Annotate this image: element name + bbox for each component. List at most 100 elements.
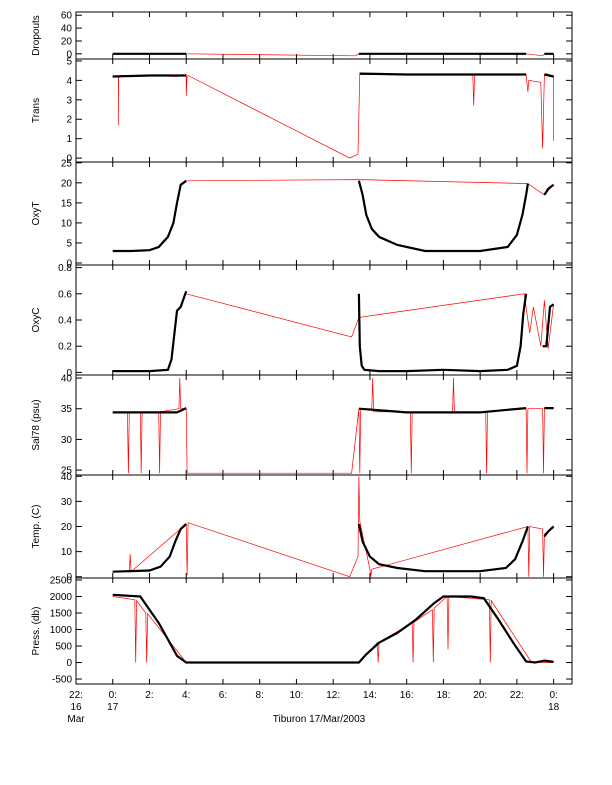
y-tick-label: 500 <box>55 642 72 653</box>
y-tick-label: 5 <box>66 56 72 67</box>
x-tick-label: 14: <box>363 690 377 701</box>
y-tick-label: 0.4 <box>58 316 72 327</box>
raw-trace <box>112 72 554 159</box>
filtered-trace <box>112 290 555 373</box>
y-tick-label: 2500 <box>50 575 73 586</box>
y-axis-label: OxyT <box>31 202 42 226</box>
x-tick-label: 4: <box>182 690 190 701</box>
x-tick-label-line: 8: <box>256 690 264 701</box>
x-tick-label: 0:18 <box>548 690 560 713</box>
chart-panels: 0204060Dropouts012345Trans0510152025OxyT… <box>31 11 573 686</box>
panel-temp-c: 0 10 20 30 40 Temp. (C) <box>31 472 573 583</box>
panel-press-db: -500 0 500 1000 1500 2000 2500 Press. (db) <box>31 575 573 686</box>
y-tick-label: 1500 <box>50 609 73 620</box>
y-tick-label: 0 <box>66 572 72 583</box>
x-tick-label-line: 0: <box>549 690 557 701</box>
y-tick-label: 2 <box>66 115 72 126</box>
x-tick-label-line: 2: <box>145 690 153 701</box>
y-axis-label: Sal78 (psu) <box>31 399 42 450</box>
x-tick-label: 0:17 <box>107 690 119 713</box>
y-tick-label: 0.2 <box>58 342 72 353</box>
y-tick-label: 30 <box>61 435 73 446</box>
panel-frame <box>75 577 573 685</box>
x-tick-label-line: 16: <box>400 690 414 701</box>
filtered-trace <box>112 179 555 253</box>
y-axis-label: OxyC <box>31 308 42 333</box>
panel-sal78-psu: 25 30 35 40 Sal78 (psu) <box>31 374 573 477</box>
filtered-trace <box>112 593 554 664</box>
y-tick-label: 0 <box>66 368 72 379</box>
x-tick-label-line: 17 <box>107 702 119 713</box>
filtered-trace <box>112 523 555 573</box>
x-tick-label: 8: <box>256 690 264 701</box>
x-tick-label-line: 12: <box>326 690 340 701</box>
y-tick-label: 20 <box>61 522 73 533</box>
x-tick-label-line: 18: <box>436 690 450 701</box>
x-tick-label-line: 6: <box>219 690 227 701</box>
y-tick-label: 30 <box>61 497 73 508</box>
raw-trace <box>186 179 554 196</box>
panel-frame <box>75 11 573 60</box>
y-tick-label: 4 <box>66 76 72 87</box>
x-tick-label-line: 22: <box>510 690 524 701</box>
x-tick-label-line: Mar <box>67 714 85 725</box>
y-tick-label: 0 <box>66 154 72 165</box>
y-axis-label: Temp. (C) <box>31 505 42 549</box>
y-tick-label: 20 <box>61 178 73 189</box>
raw-trace <box>112 476 554 578</box>
y-tick-label: 10 <box>61 218 73 229</box>
raw-trace <box>112 378 554 474</box>
x-tick-label-line: 14: <box>363 690 377 701</box>
y-tick-label: 1000 <box>50 625 73 636</box>
y-tick-label: 0.8 <box>58 263 72 274</box>
x-tick-label-line: 18 <box>548 702 560 713</box>
x-tick-label: 20: <box>473 690 487 701</box>
y-tick-label: 1 <box>66 134 72 145</box>
x-tick-label-line: 0: <box>109 690 117 701</box>
y-axis-label: Press. (db) <box>31 607 42 656</box>
filtered-trace <box>112 72 554 78</box>
y-axis-label: Trans <box>31 98 42 123</box>
x-tick-label-line: 20: <box>473 690 487 701</box>
y-tick-label: 0 <box>66 258 72 269</box>
panel-oxyt: 0 5 10 15 20 25 OxyT <box>31 158 573 269</box>
x-tick-label-line: 16 <box>70 702 82 713</box>
x-tick-label-line: 4: <box>182 690 190 701</box>
filtered-trace <box>112 407 554 414</box>
raw-trace <box>112 595 554 663</box>
y-tick-label: 15 <box>61 198 73 209</box>
y-tick-label: 35 <box>61 404 73 415</box>
y-tick-label: 60 <box>61 11 73 22</box>
y-tick-label: 10 <box>61 547 73 558</box>
y-tick-label: 25 <box>61 466 73 477</box>
raw-trace <box>186 293 554 349</box>
y-tick-label: 40 <box>61 472 73 483</box>
y-tick-label: -500 <box>52 675 72 686</box>
y-tick-label: 0 <box>66 658 72 669</box>
y-tick-label: 20 <box>61 36 73 47</box>
panel-oxyc: 0 0.2 0.4 0.6 0.8 OxyC <box>31 263 573 379</box>
x-tick-label: 16: <box>400 690 414 701</box>
x-tick-label: 22: <box>510 690 524 701</box>
panel-trans: 0 1 2 3 4 5 Trans <box>31 56 573 165</box>
panel-frame <box>75 474 573 579</box>
y-axis-label: Dropouts <box>31 15 42 56</box>
panel-frame <box>75 264 573 376</box>
x-tick-label-line: 10: <box>289 690 303 701</box>
y-tick-label: 0 <box>66 49 72 60</box>
x-tick-label: 2: <box>145 690 153 701</box>
x-tick-label: 18: <box>436 690 450 701</box>
x-tick-label: 6: <box>219 690 227 701</box>
figure-caption: Tiburon 17/Mar/2003 <box>273 714 366 725</box>
y-tick-label: 40 <box>61 374 73 385</box>
y-tick-label: 3 <box>66 95 72 106</box>
x-tick-label: 12: <box>326 690 340 701</box>
y-tick-label: 2000 <box>50 592 73 603</box>
y-tick-label: 5 <box>66 238 72 249</box>
panel-frame <box>75 374 573 476</box>
x-tick-label: 10: <box>289 690 303 701</box>
